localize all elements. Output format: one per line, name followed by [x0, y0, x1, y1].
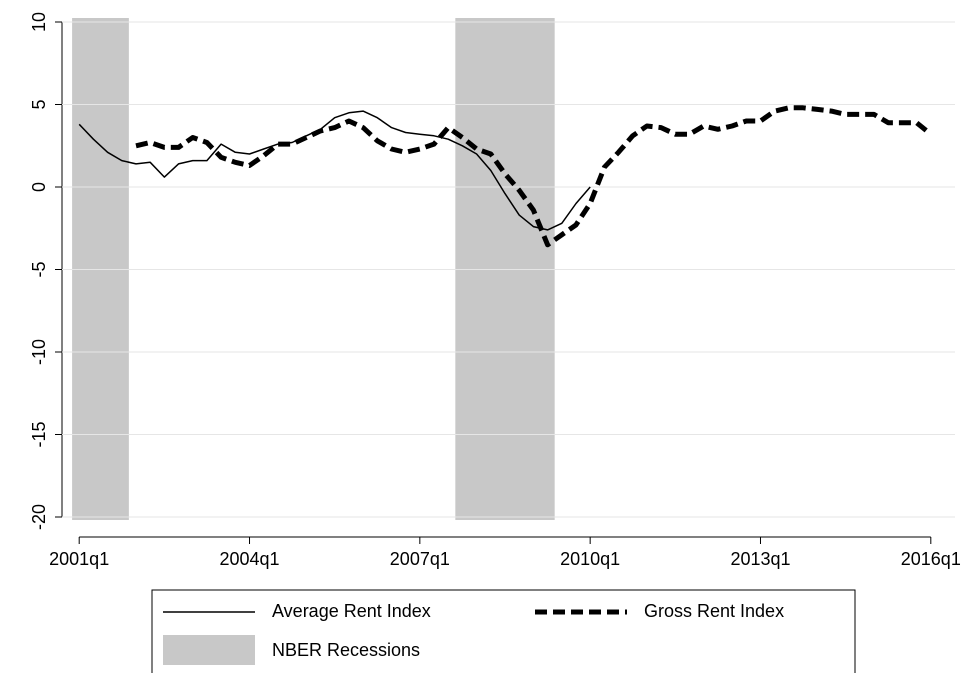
x-tick-label: 2016q1 [901, 549, 961, 569]
y-tick-label: -20 [29, 504, 49, 530]
y-tick-label: -10 [29, 339, 49, 365]
y-tick-label: -15 [29, 421, 49, 447]
series-line [78, 110, 591, 231]
x-tick-label: 2001q1 [49, 549, 109, 569]
y-tick-label: 10 [29, 12, 49, 32]
y-tick-label: 0 [29, 182, 49, 192]
legend-box [151, 589, 856, 673]
x-tick-label: 2010q1 [560, 549, 620, 569]
legend-swatch [163, 635, 255, 665]
y-tick-label: 5 [29, 99, 49, 109]
x-tick-label: 2007q1 [390, 549, 450, 569]
x-tick-label: 2013q1 [730, 549, 790, 569]
x-tick-label: 2004q1 [219, 549, 279, 569]
legend-label: Gross Rent Index [644, 601, 784, 621]
series-line [135, 105, 933, 248]
legend-label: NBER Recessions [272, 640, 420, 660]
y-tick-label: -5 [29, 261, 49, 277]
legend-label: Average Rent Index [272, 601, 431, 621]
